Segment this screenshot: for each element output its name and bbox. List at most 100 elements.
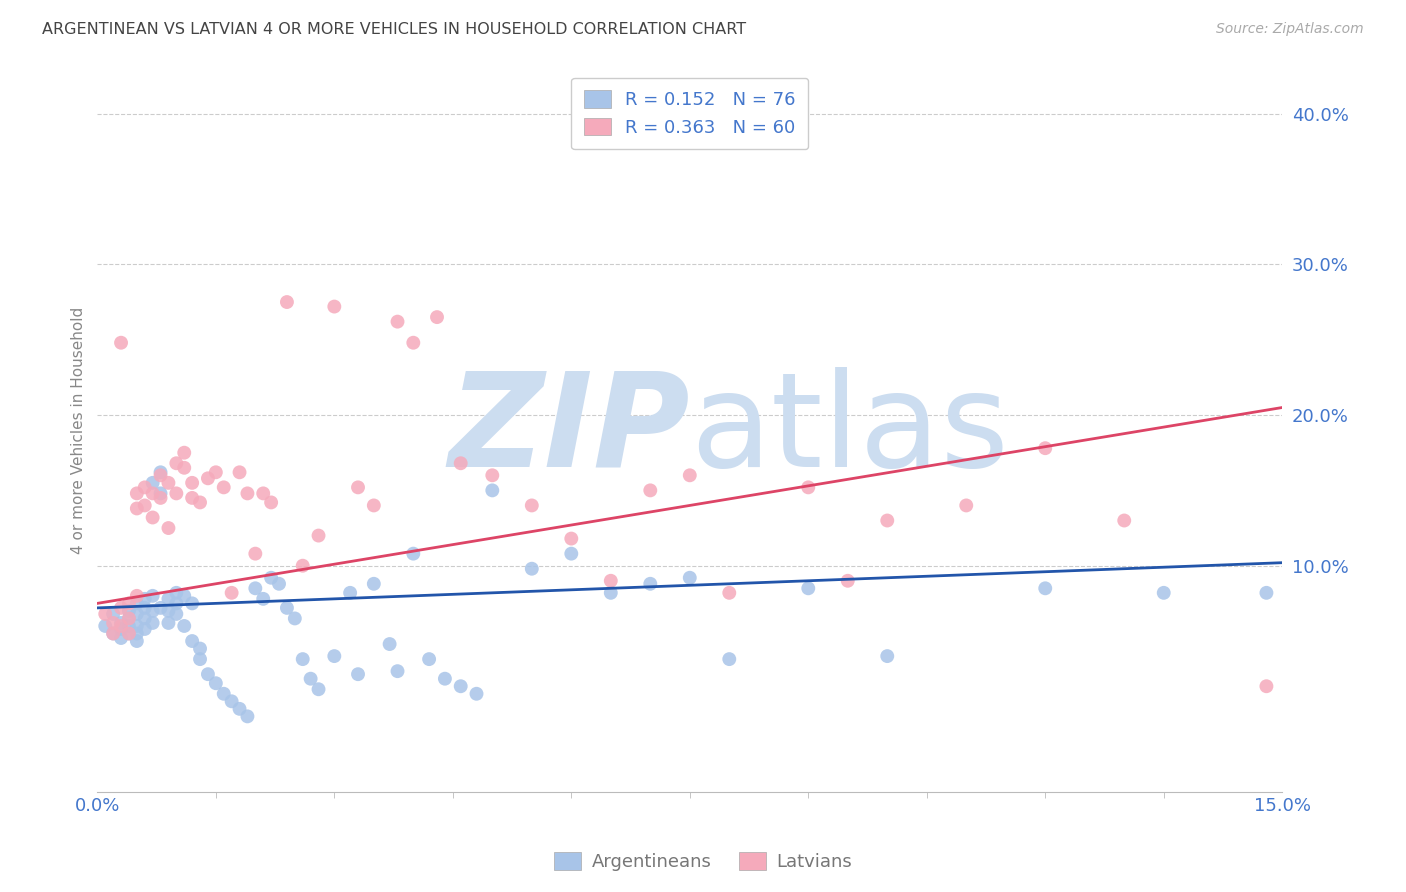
Point	[378, 637, 401, 651]
Point	[165, 486, 187, 500]
Point	[387, 664, 409, 678]
Point	[125, 486, 148, 500]
Point	[339, 586, 361, 600]
Point	[142, 486, 165, 500]
Point	[640, 483, 662, 498]
Point	[308, 528, 330, 542]
Point	[149, 491, 172, 505]
Point	[181, 491, 204, 505]
Point	[718, 586, 741, 600]
Point	[718, 652, 741, 666]
Point	[165, 586, 187, 600]
Point	[520, 499, 543, 513]
Point	[142, 475, 165, 490]
Point	[1033, 582, 1056, 596]
Point	[188, 495, 211, 509]
Point	[149, 465, 172, 479]
Point	[291, 558, 314, 573]
Point	[134, 611, 156, 625]
Point	[173, 460, 195, 475]
Point	[110, 600, 132, 615]
Point	[520, 562, 543, 576]
Point	[228, 702, 250, 716]
Point	[599, 586, 621, 600]
Point	[173, 446, 195, 460]
Point	[236, 486, 259, 500]
Point	[118, 596, 141, 610]
Point	[125, 626, 148, 640]
Point	[110, 619, 132, 633]
Point	[142, 604, 165, 618]
Point	[955, 499, 977, 513]
Point	[560, 547, 582, 561]
Point	[236, 709, 259, 723]
Point	[157, 591, 180, 606]
Point	[260, 495, 283, 509]
Point	[221, 586, 243, 600]
Point	[560, 532, 582, 546]
Point	[205, 676, 228, 690]
Point	[157, 521, 180, 535]
Point	[101, 626, 124, 640]
Point	[134, 591, 156, 606]
Point	[433, 672, 456, 686]
Point	[101, 626, 124, 640]
Point	[157, 615, 180, 630]
Point	[402, 335, 425, 350]
Point	[173, 589, 195, 603]
Point	[797, 582, 820, 596]
Point	[181, 596, 204, 610]
Point	[173, 619, 195, 633]
Point	[640, 576, 662, 591]
Point	[418, 652, 440, 666]
Point	[323, 300, 346, 314]
Point	[134, 499, 156, 513]
Point	[276, 295, 298, 310]
Point	[181, 634, 204, 648]
Point	[1256, 586, 1278, 600]
Point	[134, 622, 156, 636]
Point	[149, 486, 172, 500]
Point	[165, 596, 187, 610]
Point	[465, 687, 488, 701]
Text: ARGENTINEAN VS LATVIAN 4 OR MORE VEHICLES IN HOUSEHOLD CORRELATION CHART: ARGENTINEAN VS LATVIAN 4 OR MORE VEHICLE…	[42, 22, 747, 37]
Text: ZIP: ZIP	[449, 367, 690, 493]
Point	[267, 576, 290, 591]
Point	[101, 615, 124, 630]
Point	[149, 600, 172, 615]
Point	[134, 600, 156, 615]
Point	[323, 649, 346, 664]
Point	[125, 501, 148, 516]
Point	[599, 574, 621, 588]
Point	[188, 641, 211, 656]
Point	[188, 652, 211, 666]
Point	[142, 510, 165, 524]
Legend: Argentineans, Latvians: Argentineans, Latvians	[547, 846, 859, 879]
Point	[252, 591, 274, 606]
Point	[363, 576, 385, 591]
Text: atlas: atlas	[690, 367, 1008, 493]
Point	[197, 667, 219, 681]
Point	[679, 468, 702, 483]
Point	[125, 619, 148, 633]
Point	[260, 571, 283, 585]
Point	[252, 486, 274, 500]
Point	[118, 604, 141, 618]
Point	[1256, 679, 1278, 693]
Point	[450, 456, 472, 470]
Point	[110, 631, 132, 645]
Point	[837, 574, 859, 588]
Point	[110, 622, 132, 636]
Point	[1153, 586, 1175, 600]
Point	[245, 547, 267, 561]
Point	[1114, 514, 1136, 528]
Point	[157, 604, 180, 618]
Point	[284, 611, 307, 625]
Legend: R = 0.152   N = 76, R = 0.363   N = 60: R = 0.152 N = 76, R = 0.363 N = 60	[571, 78, 808, 150]
Point	[291, 652, 314, 666]
Point	[1033, 441, 1056, 455]
Point	[125, 589, 148, 603]
Point	[110, 335, 132, 350]
Point	[142, 615, 165, 630]
Point	[157, 475, 180, 490]
